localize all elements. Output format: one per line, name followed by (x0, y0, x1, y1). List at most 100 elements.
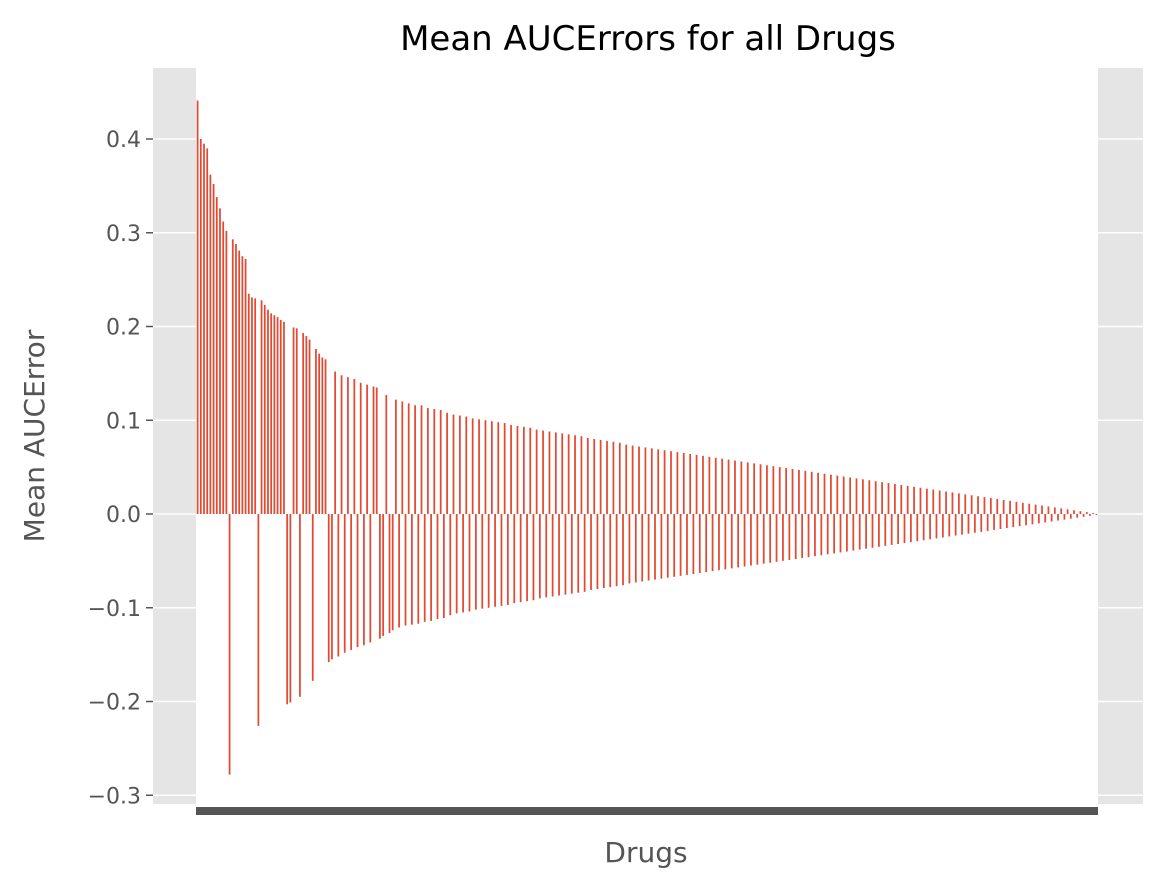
bar (411, 514, 413, 625)
bar (890, 514, 893, 545)
bar (459, 415, 461, 514)
bar (772, 466, 775, 514)
bar (228, 514, 231, 775)
bar (830, 474, 832, 515)
bar (516, 425, 519, 515)
bar (366, 384, 368, 515)
bar (833, 514, 835, 554)
bar (839, 514, 842, 553)
bar (267, 309, 269, 515)
bar (692, 514, 695, 574)
bar (554, 432, 557, 514)
bar (449, 514, 452, 616)
bar (926, 488, 928, 514)
bar (945, 491, 947, 514)
bar (212, 184, 215, 514)
bar (414, 405, 416, 514)
bar (1021, 502, 1024, 514)
bar (727, 459, 730, 515)
x-axis-label: Drugs (604, 836, 687, 869)
bar (286, 514, 289, 705)
bar (702, 455, 704, 515)
bar (241, 256, 244, 514)
bar (215, 197, 218, 515)
bar (858, 514, 861, 550)
bar (596, 514, 599, 589)
bar (484, 420, 487, 514)
bar (650, 448, 653, 515)
bar (631, 445, 634, 514)
bar (465, 416, 468, 514)
bar (561, 433, 564, 515)
bar (615, 514, 618, 587)
bar (235, 244, 237, 514)
bar (238, 250, 241, 514)
bar (324, 359, 327, 514)
bar (714, 457, 717, 514)
bar (973, 514, 976, 533)
bar (551, 514, 554, 597)
bar (900, 484, 903, 514)
bar (916, 514, 919, 542)
bar (580, 436, 583, 514)
bar (558, 514, 560, 596)
bar (666, 514, 669, 578)
bar (506, 514, 509, 605)
bar (574, 435, 576, 514)
bar (1044, 514, 1047, 523)
bar (289, 514, 292, 703)
bar (260, 300, 263, 514)
bar (487, 514, 490, 608)
bar (657, 449, 660, 514)
bar (439, 409, 442, 514)
bar (855, 478, 858, 515)
bar (570, 514, 573, 594)
bar (279, 319, 282, 514)
bar (481, 514, 484, 609)
bar (785, 468, 788, 514)
bar (759, 464, 762, 514)
bar (622, 514, 624, 586)
bar-area-background (196, 68, 1098, 804)
bar (1092, 513, 1095, 514)
bar (878, 514, 880, 547)
bar (868, 480, 871, 514)
bar (993, 514, 995, 530)
bar (219, 208, 221, 515)
bar (711, 514, 714, 572)
bar (593, 439, 596, 514)
bar (545, 514, 548, 598)
bar (756, 514, 759, 565)
bar (478, 419, 480, 514)
bar (497, 422, 500, 515)
bar (276, 317, 279, 515)
bar (967, 514, 970, 534)
bar (385, 394, 388, 514)
bar (654, 514, 656, 580)
bar (503, 423, 506, 514)
bar (334, 371, 337, 514)
bar (1025, 514, 1027, 526)
bar (689, 454, 692, 514)
bar (670, 451, 672, 514)
bar (548, 431, 551, 514)
bar (686, 514, 688, 575)
bar (935, 514, 938, 539)
bar (775, 514, 778, 562)
bar (510, 424, 512, 514)
bar (519, 514, 522, 603)
bar (586, 438, 589, 514)
bar (989, 498, 992, 514)
bar (225, 230, 228, 515)
bar (612, 441, 615, 514)
bar (740, 461, 743, 514)
bar (340, 375, 343, 514)
bar (315, 349, 317, 514)
bar (753, 463, 756, 515)
bar (737, 514, 740, 568)
bar (634, 514, 637, 583)
bar (254, 298, 257, 515)
bar (938, 490, 941, 514)
bar (244, 259, 247, 514)
bar (849, 477, 851, 514)
